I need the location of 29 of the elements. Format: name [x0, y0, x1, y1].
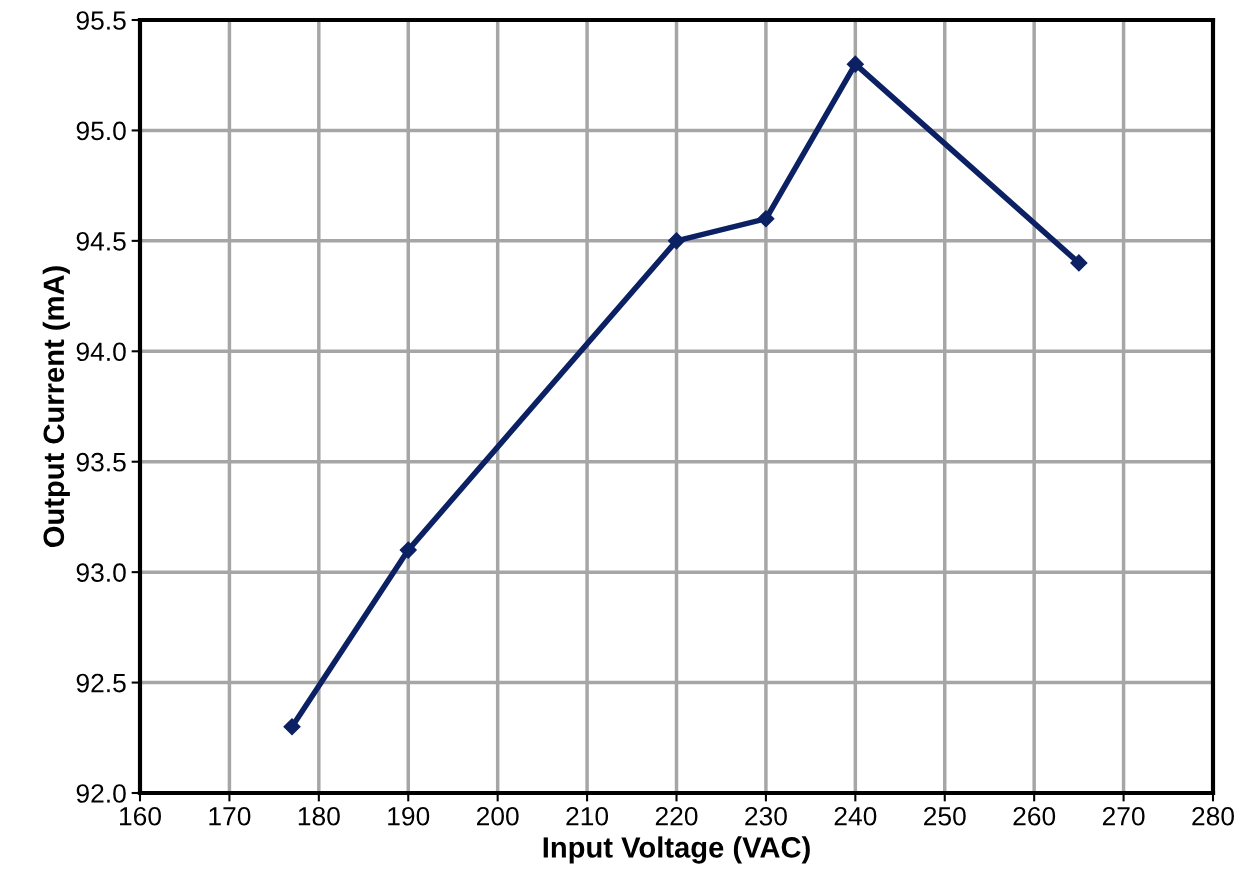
y-tick-label: 95.0 — [76, 121, 126, 141]
x-tick-label: 280 — [1192, 806, 1234, 826]
point — [757, 210, 775, 228]
x-tick-label: 250 — [924, 806, 966, 826]
point — [283, 718, 301, 736]
y-axis-title: Output Current (mA) — [42, 266, 70, 548]
x-tick-label: 270 — [1102, 806, 1145, 826]
point — [399, 541, 417, 559]
x-tick-label: 220 — [655, 806, 698, 826]
x-tick-label: 210 — [566, 806, 609, 826]
x-tick-label: 200 — [476, 806, 519, 826]
y-tick-label: 92.5 — [76, 673, 126, 693]
y-tick-label: 94.0 — [76, 342, 126, 362]
y-tick-label: 92.0 — [76, 784, 126, 803]
x-tick-label: 160 — [120, 806, 161, 826]
point — [1070, 254, 1088, 272]
y-tick-label: 93.0 — [76, 563, 126, 582]
y-tick-label: 94.5 — [76, 231, 126, 251]
x-tick-label: 230 — [745, 806, 787, 826]
x-tick-label: 240 — [834, 806, 877, 826]
x-tick-label: 170 — [209, 806, 251, 826]
x-axis-title: Input Voltage (VAC) — [543, 836, 810, 864]
point — [667, 232, 686, 250]
point — [846, 55, 864, 73]
y-tick-label: 93.5 — [76, 452, 126, 472]
x-tick-label: 180 — [298, 806, 340, 826]
y-tick-label: 95.5 — [76, 11, 126, 30]
x-tick-label: 260 — [1013, 806, 1056, 826]
x-tick-label: 190 — [388, 806, 430, 826]
